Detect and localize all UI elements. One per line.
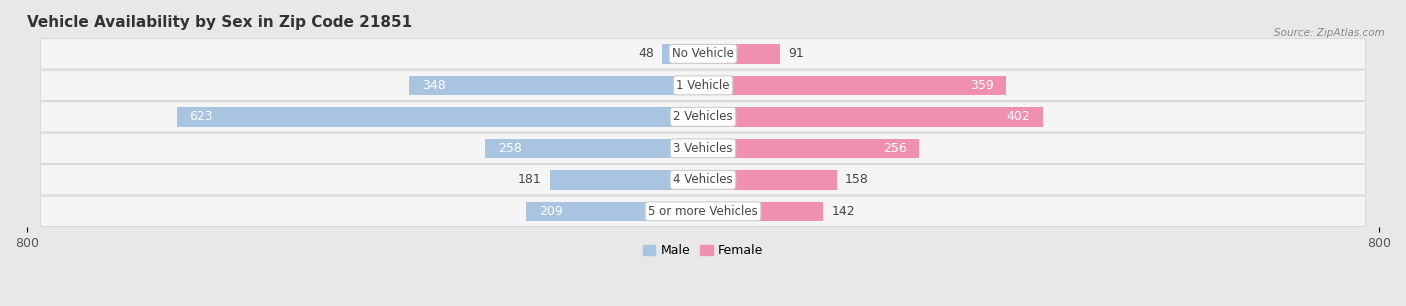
FancyBboxPatch shape xyxy=(41,196,1365,226)
Text: 3 Vehicles: 3 Vehicles xyxy=(673,142,733,155)
Text: 258: 258 xyxy=(498,142,522,155)
Text: 142: 142 xyxy=(831,205,855,218)
FancyBboxPatch shape xyxy=(41,165,1365,195)
Text: 348: 348 xyxy=(422,79,446,92)
Bar xyxy=(409,76,703,95)
Text: 256: 256 xyxy=(883,142,907,155)
Bar xyxy=(550,170,703,190)
Bar xyxy=(485,139,703,158)
Text: 1 Vehicle: 1 Vehicle xyxy=(676,79,730,92)
Text: 5 or more Vehicles: 5 or more Vehicles xyxy=(648,205,758,218)
Text: No Vehicle: No Vehicle xyxy=(672,47,734,60)
Text: 91: 91 xyxy=(789,47,804,60)
Bar xyxy=(703,139,920,158)
Bar xyxy=(703,44,780,64)
Bar xyxy=(662,44,703,64)
Bar xyxy=(703,202,823,221)
Bar xyxy=(703,170,837,190)
FancyBboxPatch shape xyxy=(41,102,1365,132)
Legend: Male, Female: Male, Female xyxy=(638,239,768,262)
Text: 209: 209 xyxy=(538,205,562,218)
FancyBboxPatch shape xyxy=(41,133,1365,163)
Text: 2 Vehicles: 2 Vehicles xyxy=(673,110,733,123)
Bar xyxy=(177,107,703,127)
Text: 181: 181 xyxy=(517,173,541,186)
Text: 359: 359 xyxy=(970,79,994,92)
Text: 402: 402 xyxy=(1007,110,1031,123)
Text: 4 Vehicles: 4 Vehicles xyxy=(673,173,733,186)
Text: 623: 623 xyxy=(190,110,212,123)
Bar xyxy=(703,76,1007,95)
Text: Source: ZipAtlas.com: Source: ZipAtlas.com xyxy=(1274,28,1385,38)
FancyBboxPatch shape xyxy=(41,70,1365,100)
Text: 158: 158 xyxy=(845,173,869,186)
Bar xyxy=(526,202,703,221)
FancyBboxPatch shape xyxy=(41,39,1365,69)
Text: 48: 48 xyxy=(638,47,654,60)
Bar xyxy=(703,107,1043,127)
Text: Vehicle Availability by Sex in Zip Code 21851: Vehicle Availability by Sex in Zip Code … xyxy=(27,15,412,30)
